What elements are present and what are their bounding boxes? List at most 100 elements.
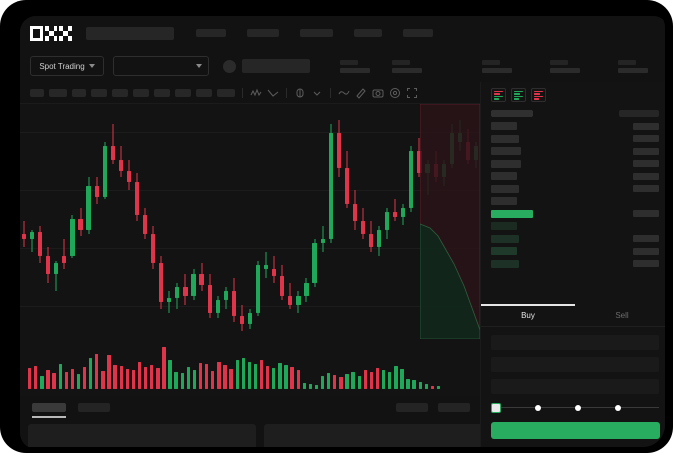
volume-bar [259, 360, 264, 389]
market-type-select[interactable]: Spot Trading [30, 56, 104, 76]
nav-item-2[interactable] [247, 29, 279, 37]
candlestick [352, 104, 357, 339]
okx-logo[interactable] [30, 25, 72, 41]
tab-buy[interactable]: Buy [481, 304, 575, 326]
slider-stop-75[interactable] [615, 404, 621, 411]
stat-24h-high [392, 59, 422, 73]
timeframe-2[interactable] [49, 88, 67, 97]
timeframe-8[interactable] [175, 88, 191, 97]
volume-bar [369, 371, 374, 389]
candle-body [223, 291, 228, 301]
nav-item-4[interactable] [354, 29, 382, 37]
nav-item-3[interactable] [300, 29, 333, 37]
bottom-action-1[interactable] [396, 402, 428, 412]
orderbook-cell-price [491, 159, 521, 168]
candle-body [304, 282, 309, 296]
orderbook-view-both[interactable] [491, 88, 506, 102]
timeframe-4[interactable] [91, 88, 107, 97]
candlestick [199, 104, 204, 339]
volume-bar [339, 376, 343, 389]
fullscreen-icon[interactable] [406, 87, 418, 99]
candle-body [62, 256, 67, 263]
slider-stop-25[interactable] [535, 404, 541, 411]
candle-body [118, 159, 123, 171]
trading-pair-select[interactable] [113, 56, 209, 76]
orderbook-row-1[interactable] [491, 122, 659, 130]
timeframe-5[interactable] [112, 88, 128, 97]
orderbook-row-9[interactable] [491, 222, 659, 230]
orderbook-row-7[interactable] [491, 197, 659, 205]
orderbook-row-3[interactable] [491, 147, 659, 155]
candle-body [320, 238, 325, 244]
stat-24h-turnover [618, 59, 648, 73]
orderbook-row-6[interactable] [491, 184, 659, 193]
orderbook-cell-price [491, 147, 521, 155]
chevron-down-icon[interactable] [311, 87, 323, 99]
volume-bar [375, 368, 380, 389]
candlestick [385, 104, 390, 339]
eraser-icon[interactable] [355, 87, 367, 99]
candlestick [62, 104, 67, 339]
chart-bottom-tabs [20, 396, 480, 418]
slider-handle[interactable] [491, 403, 501, 413]
volume-bar [28, 368, 32, 389]
orderbook-view-asks[interactable] [531, 88, 546, 102]
volume-bar [351, 372, 355, 389]
order-total-field[interactable] [491, 379, 659, 394]
order-amount-slider[interactable] [491, 403, 659, 413]
slider-stop-50[interactable] [575, 404, 581, 411]
measure-icon[interactable] [294, 87, 306, 99]
settings-icon[interactable] [389, 87, 401, 99]
nav-item-1[interactable] [196, 29, 226, 37]
candle-body [288, 295, 293, 305]
timeframe-9[interactable] [196, 88, 212, 97]
nav-item-5[interactable] [403, 29, 433, 37]
tab-order-history[interactable] [78, 402, 110, 412]
volume-bar [168, 360, 172, 389]
order-price-field[interactable] [491, 335, 659, 350]
order-book[interactable] [481, 108, 665, 305]
orderbook-row-4[interactable] [491, 159, 659, 168]
volume-bar [211, 370, 215, 389]
orderbook-row-5[interactable] [491, 172, 659, 180]
place-buy-order-button[interactable] [491, 422, 660, 439]
candle-body [199, 273, 204, 285]
candlestick [336, 104, 341, 339]
orderbook-view-bids[interactable] [511, 88, 526, 102]
orderbook-cell-size [633, 135, 659, 142]
candle-body [393, 212, 398, 217]
orderbook-cell-size [633, 147, 659, 155]
candlestick [288, 104, 293, 339]
orderbook-row-10[interactable] [491, 234, 659, 243]
orderbook-cell-price [491, 209, 533, 218]
candle-body [94, 185, 99, 197]
bottom-panel-right[interactable] [264, 424, 492, 447]
price-chart-panel[interactable] [20, 104, 480, 396]
candlestick [328, 104, 333, 339]
orderbook-row-12[interactable] [491, 259, 659, 268]
timeframe-1[interactable] [30, 88, 44, 97]
indicators-icon[interactable] [250, 87, 262, 99]
candlestick [280, 104, 285, 339]
tab-sell[interactable]: Sell [575, 305, 665, 326]
timeframe-3[interactable] [72, 88, 86, 97]
orderbook-row-11[interactable] [491, 247, 659, 255]
timeframe-7[interactable] [154, 88, 170, 97]
timeframe-6[interactable] [133, 88, 149, 97]
volume-bar [46, 369, 50, 389]
orderbook-best-bid[interactable] [491, 209, 659, 218]
chart-gridline [20, 306, 480, 307]
candlestick [86, 104, 91, 339]
bottom-panel-left[interactable] [28, 424, 256, 447]
camera-icon[interactable] [372, 87, 384, 99]
search-input[interactable] [86, 26, 174, 40]
candle-wick [168, 291, 170, 314]
order-amount-field[interactable] [491, 357, 659, 372]
bottom-action-2[interactable] [438, 402, 470, 412]
line-chart-icon[interactable] [338, 87, 350, 99]
trend-line-icon[interactable] [267, 87, 279, 99]
timeframe-10[interactable] [217, 88, 235, 97]
orderbook-row-2[interactable] [491, 134, 659, 143]
tab-open-orders[interactable] [32, 402, 66, 418]
volume-bar [247, 361, 252, 389]
